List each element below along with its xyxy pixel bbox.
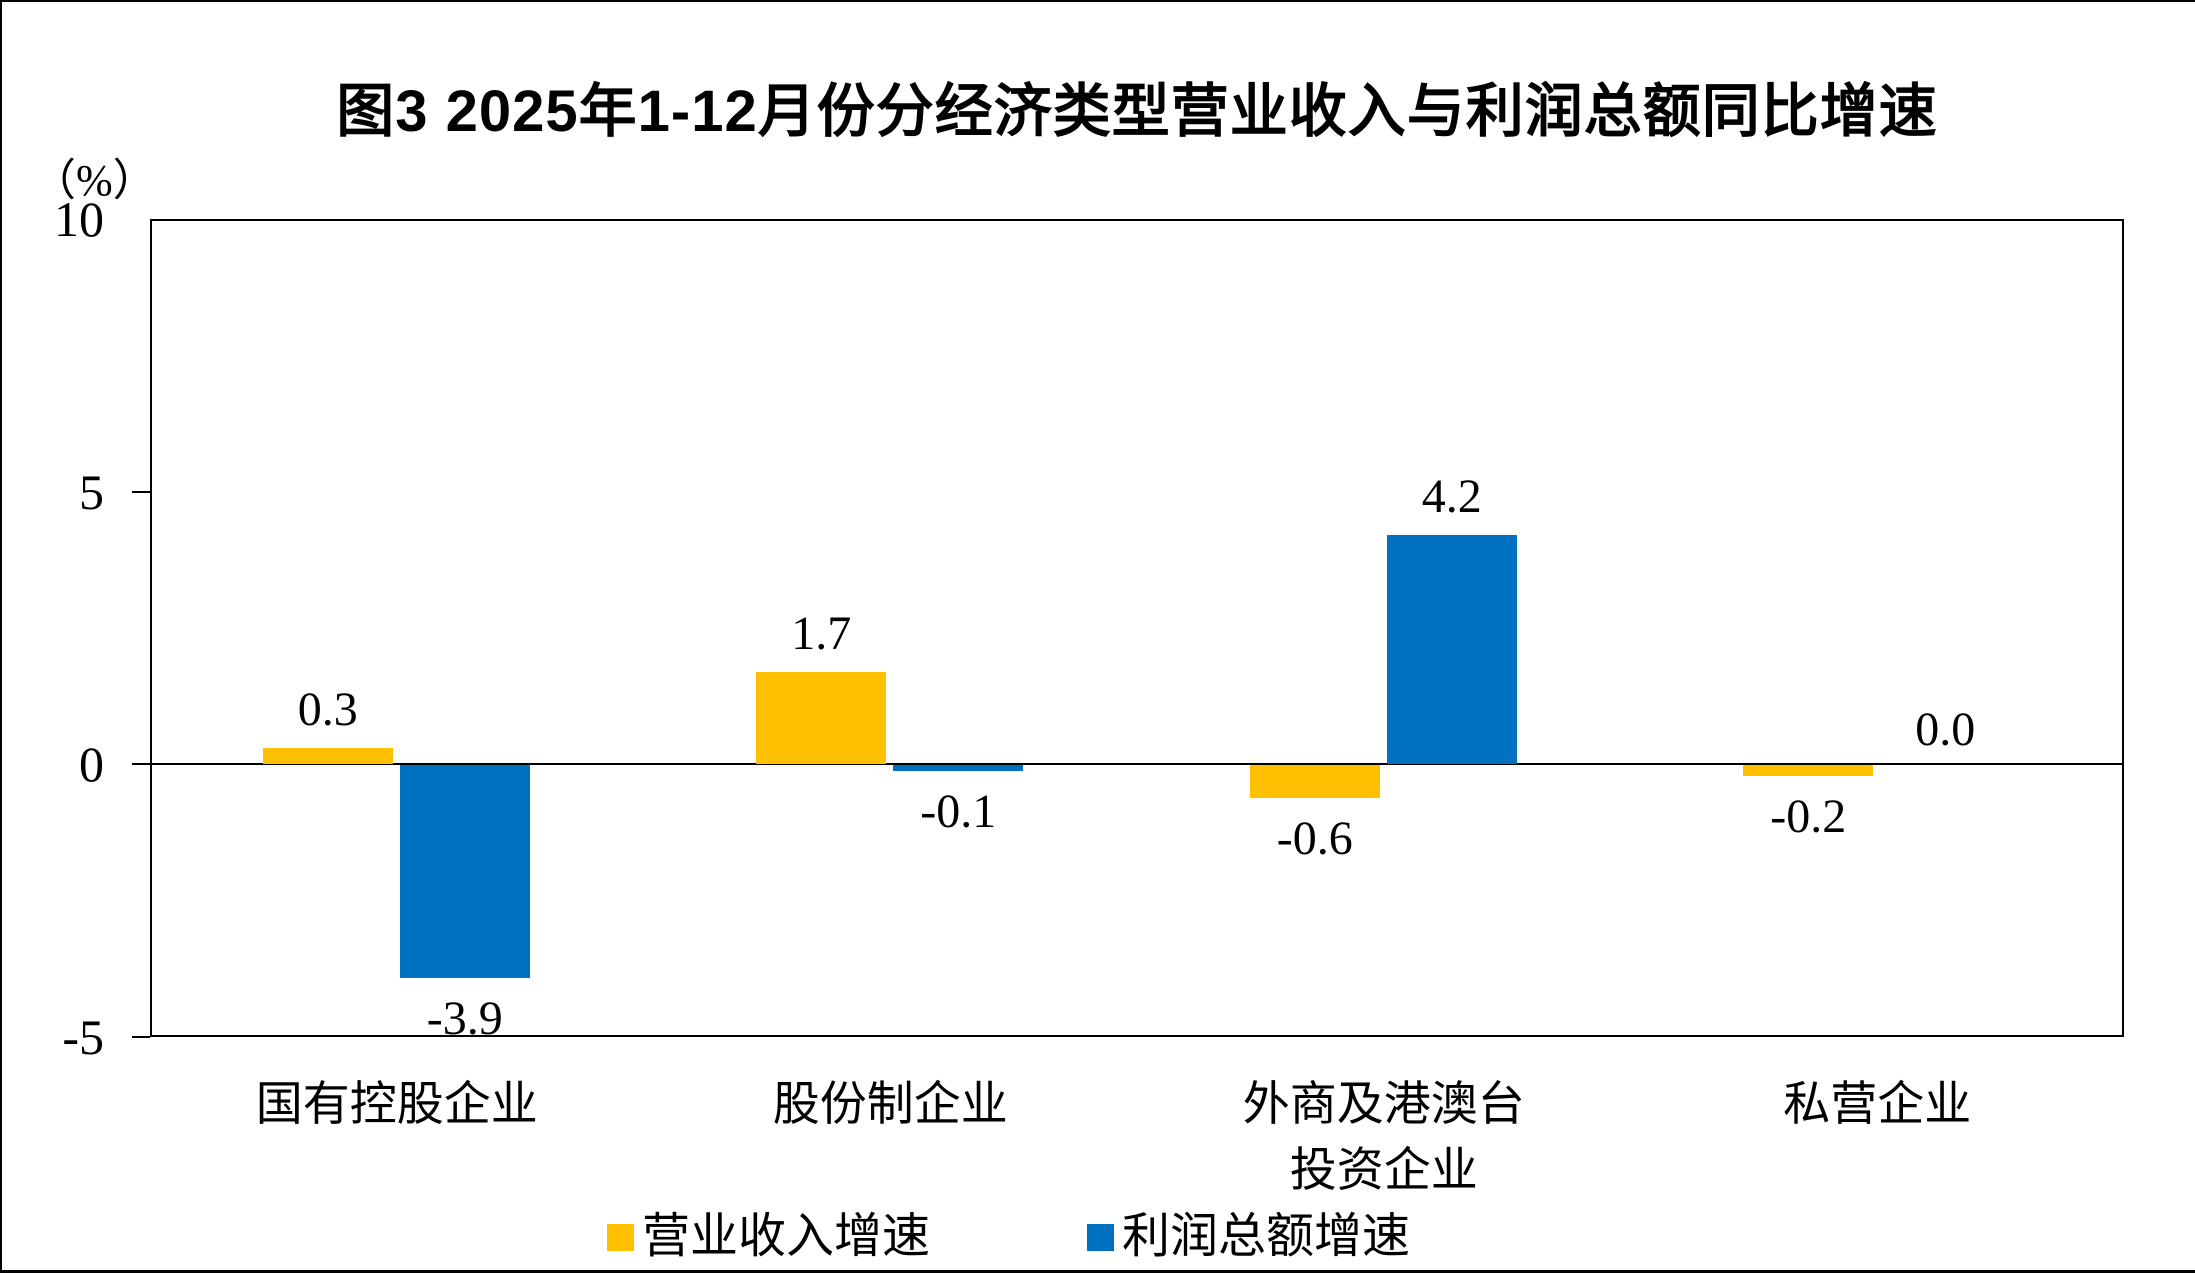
legend-item: 营业收入增速 bbox=[607, 1207, 930, 1267]
bar-data-label: -3.9 bbox=[426, 992, 503, 1045]
category-label: 股份制企业 bbox=[640, 1072, 1140, 1138]
bar-data-label: 0.3 bbox=[297, 682, 358, 736]
zero-line bbox=[150, 763, 2124, 766]
y-tick-mark bbox=[132, 490, 150, 493]
y-tick-mark bbox=[132, 1036, 150, 1038]
bar-data-label: 1.7 bbox=[791, 606, 852, 660]
category-label-line: 股份制企业 bbox=[772, 1079, 1008, 1131]
bar-data-label: 4.2 bbox=[1421, 470, 1482, 524]
legend-label: 营业收入增速 bbox=[642, 1210, 931, 1263]
legend-label: 利润总额增速 bbox=[1122, 1210, 1411, 1263]
category-label-line: 私营企业 bbox=[1783, 1079, 1972, 1131]
category-label: 外商及港澳台 投资企业 bbox=[1134, 1072, 1634, 1204]
bar-data-label: -0.6 bbox=[1276, 812, 1353, 866]
y-tick-label: 10 bbox=[54, 191, 104, 247]
bar-data-label: 0.0 bbox=[1915, 703, 1976, 757]
y-tick-label: 5 bbox=[79, 463, 104, 520]
bar-series0-cat0 bbox=[262, 747, 393, 765]
bar-series0-cat2 bbox=[1249, 765, 1380, 799]
bar-data-label: -0.2 bbox=[1770, 790, 1847, 844]
legend-item: 利润总额增速 bbox=[1087, 1207, 1410, 1267]
bar-series0-cat3 bbox=[1743, 765, 1874, 777]
legend-swatch bbox=[607, 1223, 634, 1251]
y-tick-label: 0 bbox=[79, 736, 104, 793]
category-label: 私营企业 bbox=[1627, 1072, 2127, 1138]
bar-data-label: -0.1 bbox=[920, 784, 997, 838]
category-label: 国有控股企业 bbox=[147, 1072, 647, 1138]
legend-swatch bbox=[1087, 1223, 1114, 1251]
y-axis-unit-label: （%） bbox=[32, 156, 157, 205]
bar-series1-cat0 bbox=[399, 765, 530, 978]
y-tick-label: -5 bbox=[62, 1009, 104, 1065]
bar-series1-cat1 bbox=[893, 765, 1024, 771]
chart-title: 图3 2025年1-12月份分经济类型营业收入与利润总额同比增速 bbox=[336, 79, 1938, 144]
bar-series0-cat1 bbox=[756, 671, 887, 765]
category-label-line: 投资企业 bbox=[1289, 1145, 1478, 1197]
bar-series1-cat2 bbox=[1386, 535, 1517, 765]
y-tick-mark bbox=[132, 763, 150, 766]
category-label-line: 国有控股企业 bbox=[255, 1079, 538, 1131]
category-label-line: 外商及港澳台 bbox=[1242, 1079, 1525, 1131]
